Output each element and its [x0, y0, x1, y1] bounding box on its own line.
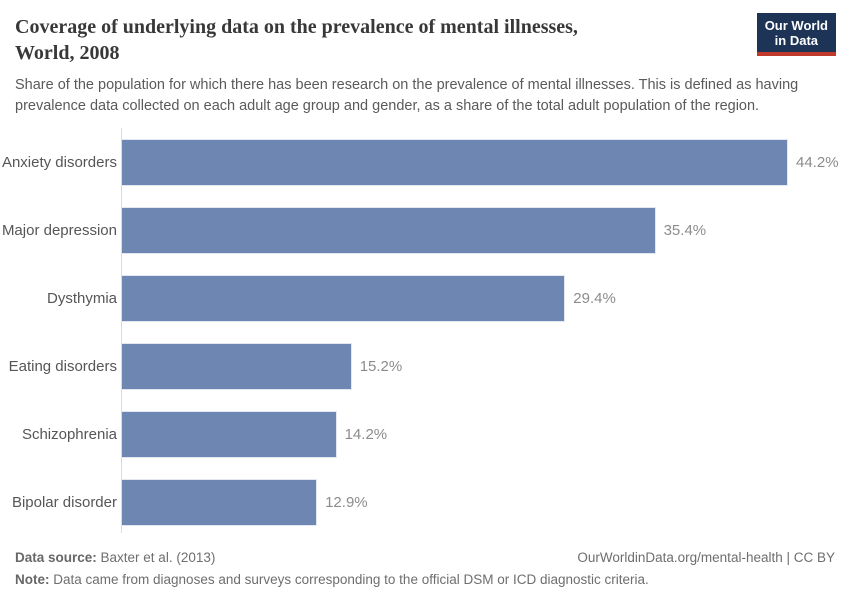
- bar-value-label: 44.2%: [796, 153, 839, 171]
- bar-row-eating-disorders: Eating disorders 15.2%: [0, 332, 850, 400]
- chart-subtitle: Share of the population for which there …: [15, 77, 799, 114]
- bar-area: 35.4%: [122, 207, 707, 253]
- bar-area: 14.2%: [122, 411, 388, 457]
- category-label: Eating disorders: [8, 357, 117, 375]
- bar-value-label: 12.9%: [325, 493, 368, 511]
- chart-title: Coverage of underlying data on the preva…: [15, 14, 745, 66]
- bar-area: 15.2%: [122, 343, 403, 389]
- bar-row-dysthymia: Dysthymia 29.4%: [0, 264, 850, 332]
- bar-area: 44.2%: [122, 139, 839, 185]
- attribution-link[interactable]: OurWorldinData.org/mental-health | CC BY: [577, 550, 835, 565]
- chart-header: Coverage of underlying data on the preva…: [0, 0, 850, 116]
- bar-value-label: 15.2%: [359, 357, 403, 375]
- note-text: Data came from diagnoses and surveys cor…: [49, 572, 649, 587]
- data-source-value: Baxter et al. (2013): [96, 550, 216, 565]
- bar-row-major-depression: Major depression 35.4%: [0, 196, 850, 264]
- owid-logo-line-1: Our World: [764, 18, 828, 33]
- category-label: Anxiety disorders: [1, 153, 117, 171]
- category-label: Major depression: [1, 221, 117, 239]
- bar[interactable]: [122, 275, 565, 321]
- bar[interactable]: [122, 411, 336, 457]
- category-label: Bipolar disorder: [11, 493, 117, 511]
- bar[interactable]: [122, 207, 655, 253]
- bar-row-bipolar-disorder: Bipolar disorder 12.9%: [0, 468, 850, 536]
- bar-row-anxiety-disorders: Anxiety disorders 44.2%: [0, 128, 850, 196]
- category-label: Schizophrenia: [21, 425, 117, 443]
- bar-row-schizophrenia: Schizophrenia 14.2%: [0, 400, 850, 468]
- bar-value-label: 14.2%: [344, 425, 388, 443]
- bar[interactable]: [122, 479, 317, 525]
- bar-area: 12.9%: [122, 479, 368, 525]
- y-axis-line: [121, 128, 122, 533]
- bar-value-label: 29.4%: [573, 289, 616, 307]
- owid-logo-line-2: in Data: [774, 33, 819, 48]
- bar-chart: Anxiety disorders 44.2% Major depression…: [0, 128, 850, 536]
- footer-note-row: Note: Data came from diagnoses and surve…: [15, 572, 835, 587]
- note-label: Note:: [15, 572, 50, 587]
- data-source-label: Data source:: [15, 550, 97, 565]
- data-source-text: Data source: Baxter et al. (2013): [15, 550, 215, 565]
- chart-footer: Data source: Baxter et al. (2013) OurWor…: [0, 536, 850, 587]
- bar-area: 29.4%: [122, 275, 616, 321]
- bar-value-label: 35.4%: [663, 221, 707, 239]
- chart-title-line-1: Coverage of underlying data on the preva…: [15, 16, 578, 38]
- bar[interactable]: [122, 139, 787, 185]
- bar[interactable]: [122, 343, 351, 389]
- category-label: Dysthymia: [46, 289, 117, 307]
- footer-source-row: Data source: Baxter et al. (2013) OurWor…: [15, 550, 835, 565]
- chart-title-line-2: World, 2008: [15, 42, 120, 64]
- owid-logo[interactable]: Our World in Data: [756, 13, 836, 56]
